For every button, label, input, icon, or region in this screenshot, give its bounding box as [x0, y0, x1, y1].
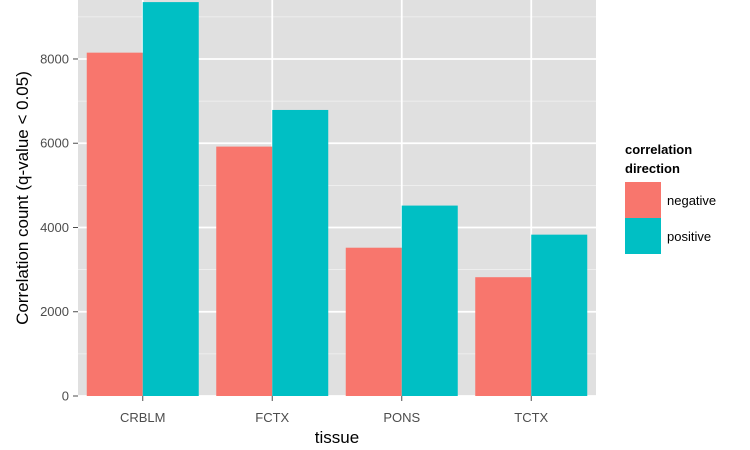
bar-tctx-positive: [531, 234, 588, 396]
legend-label-negative: negative: [667, 193, 716, 208]
bar-pons-negative: [345, 247, 402, 396]
y-tick-label: 0: [62, 389, 69, 404]
x-tick-label: FCTX: [255, 410, 289, 425]
x-tick-label: TCTX: [514, 410, 548, 425]
y-tick-label: 2000: [40, 304, 69, 319]
y-tick-label: 8000: [40, 51, 69, 66]
bars: [86, 2, 588, 397]
x-tick-label: PONS: [383, 410, 420, 425]
x-axis-title: tissue: [315, 428, 359, 447]
bar-crblm-negative: [86, 52, 143, 396]
bar-tctx-negative: [475, 277, 532, 396]
y-tick-label: 4000: [40, 220, 69, 235]
bar-fctx-negative: [216, 146, 273, 396]
legend-title-line-2: direction: [625, 161, 680, 176]
y-tick-label: 6000: [40, 136, 69, 151]
legend-key-negative: [625, 182, 661, 218]
y-axis: 0 2000 4000 6000 8000: [40, 51, 78, 404]
legend-items: negative positive: [625, 182, 716, 254]
legend-key-positive: [625, 218, 661, 254]
y-axis-title: Correlation count (q-value < 0.05): [13, 71, 32, 325]
legend: correlation direction negative positive: [625, 142, 716, 254]
x-tick-label: CRBLM: [120, 410, 166, 425]
legend-title-line-1: correlation: [625, 142, 692, 157]
legend-label-positive: positive: [667, 229, 711, 244]
bar-fctx-positive: [272, 109, 329, 397]
x-axis: CRBLM FCTX PONS TCTX: [120, 396, 549, 425]
bar-pons-positive: [401, 205, 458, 396]
bar-crblm-positive: [142, 2, 199, 396]
